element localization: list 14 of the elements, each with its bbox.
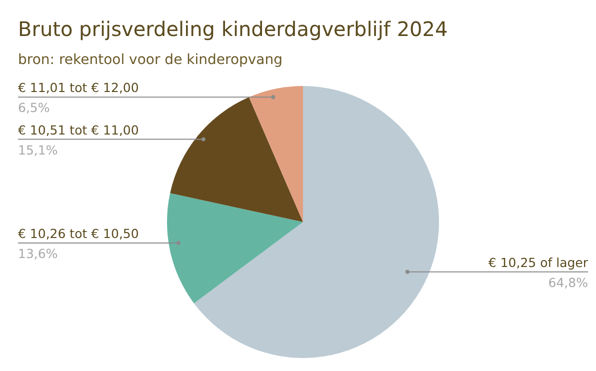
pie-slice xyxy=(248,86,303,222)
data-label: 15,1% xyxy=(18,142,58,158)
pie-slice xyxy=(170,97,303,222)
pie-slice xyxy=(194,86,439,358)
data-label: 64,8% xyxy=(548,274,588,290)
slice-label: € 11,01 tot € 12,00 xyxy=(18,80,139,96)
slice-label: € 10,51 tot € 11,00 xyxy=(18,122,139,138)
slice-label: € 10,25 of lager xyxy=(488,254,589,270)
slice-label: € 10,26 tot € 10,50 xyxy=(18,226,139,241)
pie-slice xyxy=(167,193,303,304)
data-label: 13,6% xyxy=(18,246,58,261)
chart-title: Bruto prijsverdeling kinderdagverblijf 2024 xyxy=(18,17,448,41)
chart-subtitle: bron: rekentool voor de kinderopvang xyxy=(18,52,283,68)
data-label: 6,5% xyxy=(18,100,50,116)
